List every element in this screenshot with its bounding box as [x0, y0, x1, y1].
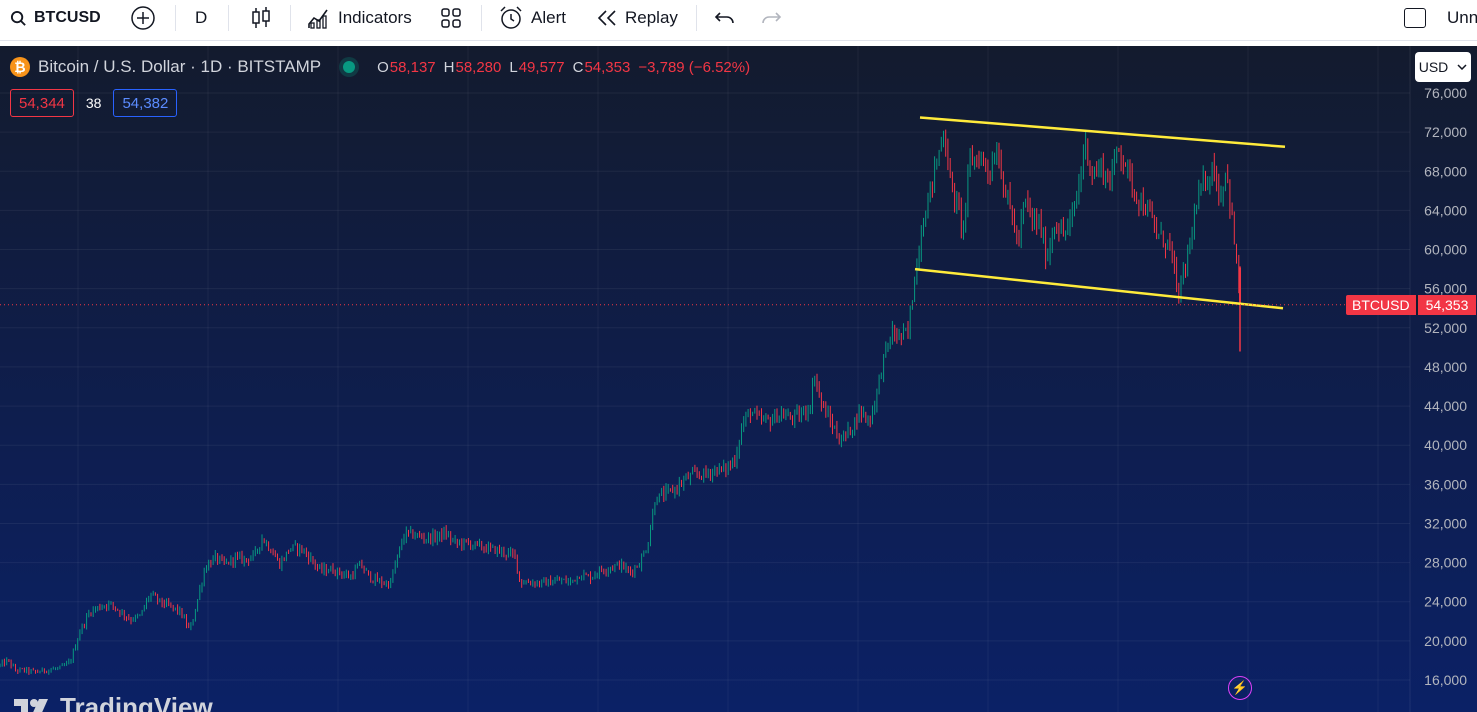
price-tick-label: 40,000: [1424, 437, 1467, 453]
redo-icon: [762, 12, 782, 24]
ohlc-close: C54,353: [573, 59, 631, 76]
open-value: 58,137: [389, 58, 436, 76]
lightning-icon[interactable]: ⚡: [1228, 676, 1252, 700]
symbol-search-button[interactable]: BTCUSD: [10, 0, 101, 36]
chart-pane[interactable]: 76,000 72,000 68,000 64,000 60,000 56,000 52,0…: [0, 46, 1477, 712]
price-tick-label: 36,000: [1424, 476, 1467, 492]
currency-selector[interactable]: USD: [1415, 52, 1471, 82]
layout-name-button[interactable]: Unn: [1404, 0, 1477, 36]
price-tick-label: 44,000: [1424, 398, 1467, 414]
toolbar-divider: [228, 5, 229, 31]
low-label: L: [509, 58, 518, 76]
trendline[interactable]: [914, 267, 1284, 310]
interval-button[interactable]: D: [195, 0, 207, 36]
chart-type-button[interactable]: [250, 0, 272, 36]
close-label: C: [572, 58, 584, 76]
bitcoin-icon: ₿: [10, 57, 30, 77]
toolbar-divider: [696, 5, 697, 31]
currency-label: USD: [1418, 59, 1449, 75]
close-value: 54,353: [584, 58, 631, 76]
price-tick-label: 48,000: [1424, 359, 1467, 375]
open-label: O: [377, 58, 389, 76]
plus-circle-icon: [131, 6, 155, 30]
price-tick-label: 32,000: [1424, 515, 1467, 531]
price-tick-label: 60,000: [1424, 242, 1467, 258]
candles-icon: [252, 7, 270, 28]
indicators-icon: [308, 9, 328, 29]
chevron-down-icon: [1457, 64, 1467, 70]
ohlc-high: H58,280: [444, 59, 502, 76]
price-tick-label: 72,000: [1424, 124, 1467, 140]
trendline[interactable]: [919, 116, 1286, 149]
undo-icon: [714, 12, 734, 24]
last-price-symbol: BTCUSD: [1346, 295, 1416, 315]
alert-button[interactable]: Alert: [498, 0, 566, 36]
price-tick-label: 24,000: [1424, 594, 1467, 610]
indicators-button[interactable]: Indicators: [307, 0, 412, 36]
interval-label: D: [195, 8, 208, 27]
price-tick-label: 68,000: [1424, 163, 1467, 179]
alarm-clock-icon: [500, 6, 522, 29]
replay-label: Replay: [625, 8, 678, 27]
ohlc-low: L49,577: [509, 59, 564, 76]
redo-button[interactable]: [760, 0, 782, 36]
alert-label: Alert: [531, 8, 566, 27]
price-change: −3,789 (−6.52%): [638, 58, 751, 76]
price-tick-label: 28,000: [1424, 555, 1467, 571]
toolbar-divider: [290, 5, 291, 31]
price-tick-label: 52,000: [1424, 320, 1467, 336]
spread-value: 38: [85, 95, 102, 111]
watermark-text: TradingView: [60, 692, 213, 712]
price-tick-label: 16,000: [1424, 672, 1467, 688]
indicators-label: Indicators: [338, 8, 412, 27]
last-price-label: BTCUSD 54,353: [1346, 295, 1477, 315]
candle-last-body: [1239, 267, 1241, 305]
tradingview-logo-icon: [14, 698, 48, 712]
symbol-title[interactable]: Bitcoin / U.S. Dollar · 1D · BITSTAMP: [38, 57, 322, 76]
buy-price-button[interactable]: 54,382: [113, 89, 178, 117]
last-price-value: 54,353: [1415, 295, 1477, 315]
high-value: 58,280: [455, 58, 502, 76]
layout-name-label: Unn: [1447, 8, 1477, 27]
toolbar-divider: [175, 5, 176, 31]
layout-checkbox[interactable]: [1404, 8, 1426, 28]
price-tick-label: 20,000: [1424, 633, 1467, 649]
rewind-icon: [597, 10, 616, 26]
low-value: 49,577: [518, 58, 565, 76]
high-label: H: [443, 58, 455, 76]
compare-symbol-button[interactable]: [130, 0, 156, 36]
grid-icon: [441, 8, 461, 28]
templates-button[interactable]: [440, 0, 462, 36]
symbol-legend[interactable]: ₿ Bitcoin / U.S. Dollar · 1D · BITSTAMP …: [10, 56, 750, 78]
price-tick-label: 76,000: [1424, 85, 1467, 101]
replay-button[interactable]: Replay: [596, 0, 678, 36]
symbol-label: BTCUSD: [34, 9, 101, 26]
price-chart[interactable]: 76,000 72,000 68,000 64,000 60,000 56,000 52,0…: [0, 46, 1477, 712]
sell-price-button[interactable]: 54,344: [10, 89, 74, 117]
price-tick-label: 64,000: [1424, 202, 1467, 218]
top-toolbar: BTCUSD D Indicators Alert Replay Unn: [0, 0, 1477, 41]
ohlc-open: O58,137: [377, 59, 436, 76]
market-status-icon[interactable]: [343, 61, 356, 73]
undo-button[interactable]: [714, 0, 736, 36]
toolbar-divider: [481, 5, 482, 31]
quote-panel: 54,344 38 54,382: [10, 89, 178, 117]
search-icon: [10, 10, 26, 26]
tradingview-logo[interactable]: TradingView: [14, 692, 213, 712]
price-tick-label: 56,000: [1424, 281, 1467, 297]
